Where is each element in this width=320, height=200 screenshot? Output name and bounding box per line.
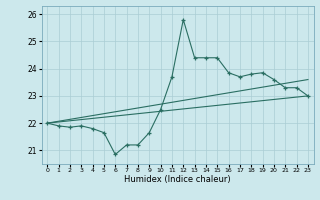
X-axis label: Humidex (Indice chaleur): Humidex (Indice chaleur) — [124, 175, 231, 184]
